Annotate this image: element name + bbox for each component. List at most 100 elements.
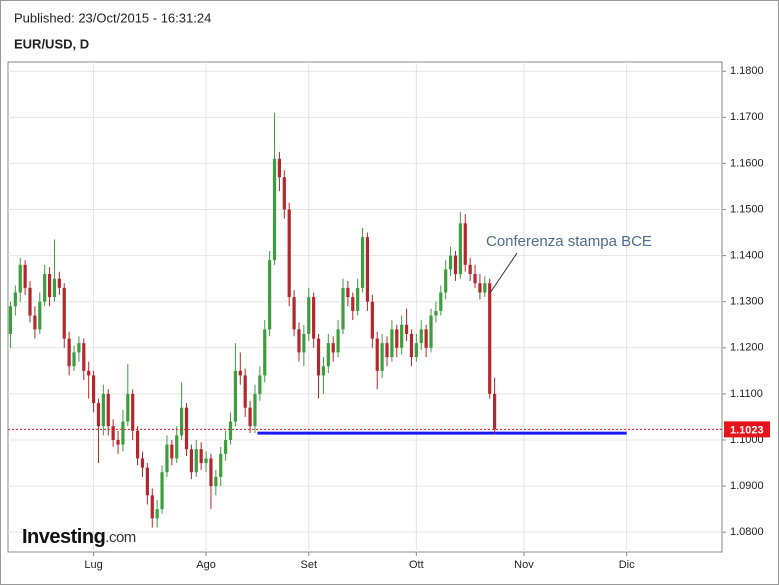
candle-body [312,297,316,339]
y-tick-label: 1.1500 [730,203,764,215]
x-tick-label: Ago [196,559,216,571]
candle-body [351,297,355,311]
candle-body [380,343,384,371]
candle-body [434,310,438,316]
candle-body [126,393,130,422]
candle-body [488,283,492,394]
candle-body [409,333,414,358]
candle-body [52,278,57,298]
candle-body [287,209,291,298]
candle-body [106,393,110,427]
chart-title: EUR/USD, D [14,36,89,51]
candle-body [8,306,13,334]
candle-body [424,329,428,348]
candle-body [121,421,125,445]
candle-body [258,375,262,394]
candle-body [414,343,418,358]
y-tick-label: 1.0900 [730,480,764,492]
candle-body [448,255,453,270]
candle-body [219,453,223,477]
y-tick-label: 1.1400 [730,250,764,262]
candle-body [91,375,96,404]
candle-body [204,458,208,464]
candle-body [116,439,120,445]
x-tick-label: Ott [409,559,424,571]
annotation: Conferenza stampa BCE [486,233,652,250]
candle-body [135,430,140,459]
candle-body [189,449,193,473]
candle-body [47,274,52,298]
candle-body [292,297,296,330]
candle-body [297,329,301,353]
candle-body [238,370,242,376]
candle-body [67,338,71,367]
candle-body [228,421,233,440]
candle-body [214,476,218,487]
candle-body [395,329,399,348]
candle-body [336,329,340,353]
logo-suffix: .com [105,529,136,546]
x-tick-label: Set [301,559,318,571]
candle-body [253,393,257,427]
candle-body [248,407,252,427]
candle-body [180,407,184,436]
candle-body [23,264,27,288]
candle-body [243,375,247,408]
last-price-label: 1.1023 [730,424,764,436]
candle-body [96,403,101,427]
candle-body [77,343,81,353]
candle-body [483,283,487,293]
candle-body [360,237,365,288]
candle-body [444,269,448,293]
candle-body [439,292,443,311]
candle-body [268,260,272,330]
candle-body [429,315,433,348]
candle-body [331,343,335,353]
candle-body [282,177,286,210]
candle-body [375,338,379,371]
x-tick-label: Nov [514,559,534,571]
candle-body [72,352,76,367]
candle-body [385,343,389,358]
published: Published: 23/Oct/2015 - 16:31:24 [14,10,211,25]
candle-body [400,324,404,348]
candle-body [478,283,482,293]
candle-body [365,237,370,302]
candle-body [194,449,198,473]
candle-body [131,393,135,431]
candle-body [419,329,423,344]
candle-body [87,370,91,376]
candle-body [160,472,164,510]
candle-body [170,444,174,459]
candle-body [356,287,360,311]
x-tick-label: Dic [619,559,635,571]
candle-body [346,287,350,298]
candle-body [263,329,267,376]
candle-body [33,315,37,330]
candle-body [453,255,458,275]
y-tick-label: 1.1600 [730,157,764,169]
candle-body [370,301,374,339]
candle-body [468,264,472,275]
candle-body [463,223,467,265]
candle-body [326,343,330,367]
candle-body [155,509,159,519]
candle-body [321,366,326,376]
logo: Investing.com [22,526,136,548]
logo-name: Investing [22,526,105,548]
candle-body [458,223,462,275]
x-tick-label: Lug [84,559,102,571]
candle-body [165,444,169,473]
candle-body [175,435,179,459]
y-tick-label: 1.1100 [730,388,763,400]
candle-body [341,287,345,330]
candle-body [101,393,105,427]
candle-body [62,287,66,339]
y-tick-label: 1.0800 [730,526,764,538]
candle-body [473,274,477,284]
candle-body [13,292,17,307]
candle-body [390,329,394,358]
candle-body [18,264,22,293]
y-tick-label: 1.1300 [730,296,764,308]
candle-body [302,333,306,353]
